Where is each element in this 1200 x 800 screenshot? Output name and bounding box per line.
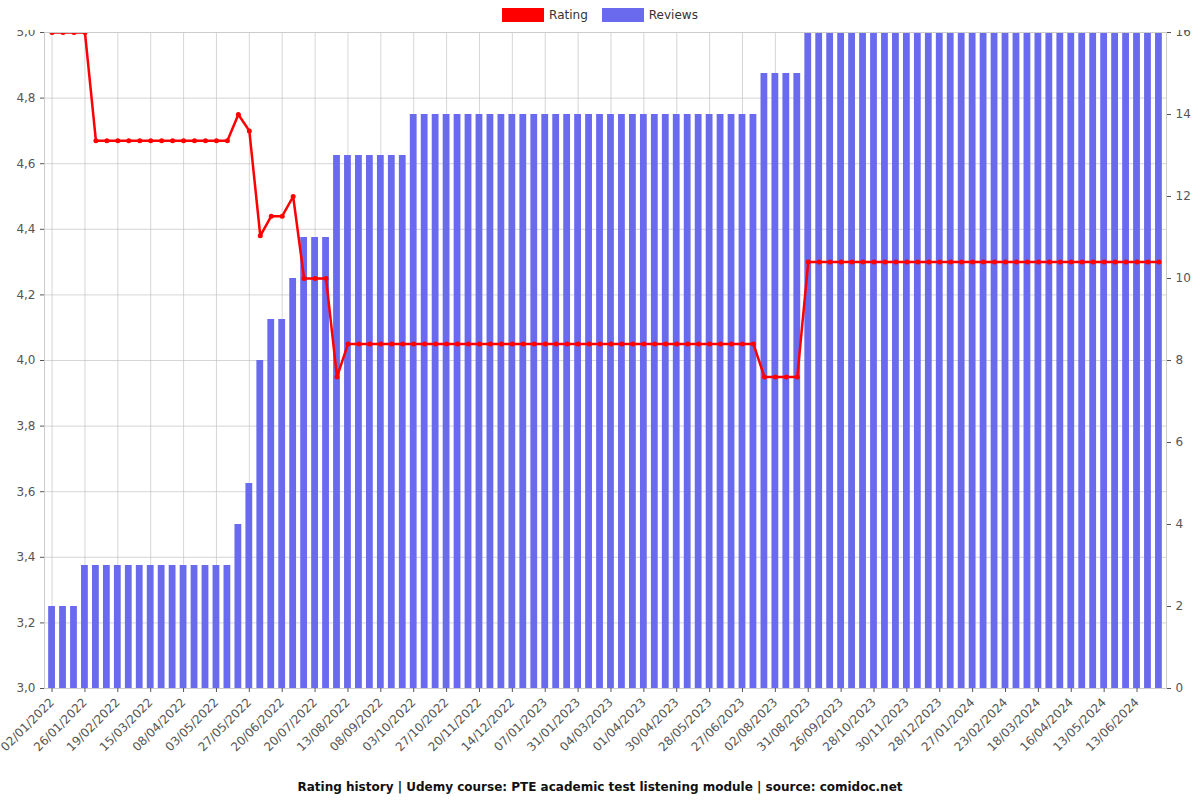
svg-text:26/09/2023: 26/09/2023 [787,695,846,755]
svg-text:08/04/2022: 08/04/2022 [129,695,189,755]
svg-text:27/01/2024: 27/01/2024 [918,695,978,755]
html-text:Rating: Rating [549,8,588,22]
svg-text:23/02/2024: 23/02/2024 [951,695,1011,755]
svg-text:13/06/2024: 13/06/2024 [1083,695,1142,754]
svg-text:13/08/2022: 13/08/2022 [294,695,353,755]
svg-text:27/10/2022: 27/10/2022 [392,695,452,755]
svg-text:16/04/2024: 16/04/2024 [1017,695,1077,755]
svg-text:20/07/2022: 20/07/2022 [261,695,320,755]
svg-text:18/03/2024: 18/03/2024 [984,695,1044,755]
svg-text:28/05/2023: 28/05/2023 [655,695,715,755]
svg-text:28/12/2023: 28/12/2023 [885,695,945,755]
svg-text:30/04/2023: 30/04/2023 [622,695,682,755]
svg-text:12: 12 [1176,189,1191,203]
html-text:Rating history | Udemy course:: Rating history | Udemy course: PTE acade… [297,780,903,794]
svg-text:3,2: 3,2 [16,616,35,630]
svg-text:20/06/2022: 20/06/2022 [228,695,287,755]
svg-text:07/01/2023: 07/01/2023 [491,695,551,755]
svg-text:6: 6 [1176,435,1184,449]
svg-text:31/01/2023: 31/01/2023 [524,695,583,755]
svg-text:15/03/2022: 15/03/2022 [96,695,156,755]
svg-text:4,6: 4,6 [16,157,35,171]
svg-text:3,8: 3,8 [16,419,35,433]
svg-text:28/10/2023: 28/10/2023 [820,695,879,755]
svg-text:27/05/2022: 27/05/2022 [195,695,255,755]
html-text:Reviews: Reviews [648,8,698,22]
svg-text:03/05/2022: 03/05/2022 [162,695,222,755]
svg-text:5,0: 5,0 [16,30,35,39]
svg-text:02/08/2023: 02/08/2023 [721,695,781,755]
svg-text:4,8: 4,8 [16,91,35,105]
svg-text:3,4: 3,4 [16,550,35,564]
svg-text:10: 10 [1176,271,1191,285]
svg-text:26/01/2022: 26/01/2022 [31,695,90,755]
svg-text:2: 2 [1176,599,1184,613]
svg-text:01/04/2023: 01/04/2023 [589,695,649,755]
svg-text:30/11/2023: 30/11/2023 [852,695,912,755]
svg-text:14/12/2022: 14/12/2022 [458,695,518,755]
svg-text:8: 8 [1176,353,1184,367]
svg-text:04/03/2023: 04/03/2023 [557,695,616,755]
svg-text:4,4: 4,4 [16,222,35,236]
svg-text:0: 0 [1176,681,1184,695]
svg-text:13/05/2024: 13/05/2024 [1050,695,1109,755]
svg-text:4,2: 4,2 [16,288,35,302]
svg-text:20/11/2022: 20/11/2022 [425,695,485,755]
svg-text:3,6: 3,6 [16,485,35,499]
svg-text:4,0: 4,0 [16,353,35,367]
svg-text:16: 16 [1176,30,1191,39]
svg-text:03/10/2022: 03/10/2022 [359,695,419,755]
svg-text:3,0: 3,0 [16,681,35,695]
svg-text:27/06/2023: 27/06/2023 [688,695,748,755]
svg-text:31/08/2023: 31/08/2023 [754,695,814,755]
svg-text:08/09/2022: 08/09/2022 [326,695,386,755]
svg-text:14: 14 [1176,107,1191,121]
svg-text:4: 4 [1176,517,1184,531]
svg-text:19/02/2022: 19/02/2022 [63,695,123,755]
